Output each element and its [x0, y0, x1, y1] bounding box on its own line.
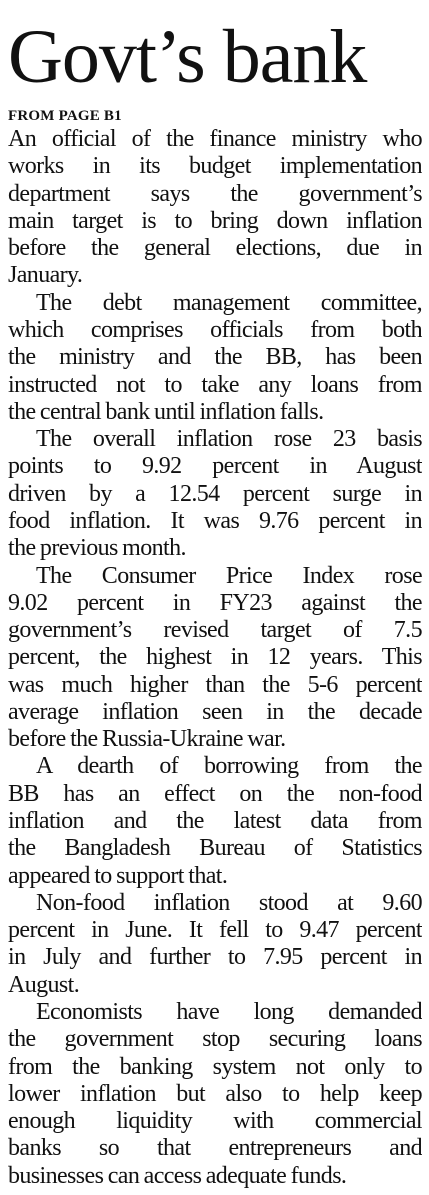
text-line: main target is to bring down inflation: [8, 207, 422, 234]
text-line: The Consumer Price Index rose: [36, 562, 422, 589]
text-line: instructed not to take any loans from: [8, 371, 422, 398]
text-line: The overall inflation rose 23 basis: [36, 426, 422, 453]
text-line: An official of the finance ministry who: [8, 126, 422, 152]
paragraph: Non-food inflation stood at 9.60 percent …: [8, 890, 422, 999]
text-line: the government stop securing loans: [8, 1026, 422, 1053]
text-line: the Bangladesh Bureau of Statistics: [8, 835, 422, 862]
text-line: appeared to support that.: [8, 862, 228, 889]
text-line: the ministry and the BB, has been: [8, 344, 422, 371]
text-line: before the Russia-Ukraine war.: [8, 726, 286, 753]
text-line: which comprises officials from both: [8, 316, 422, 343]
text-line: works in its budget implementation: [8, 153, 422, 180]
text-line: food inflation. It was 9.76 percent in: [8, 507, 422, 534]
headline: Govt’s bank: [8, 15, 367, 99]
text-line: average inflation seen in the decade: [8, 698, 422, 725]
text-line: the central bank until inflation falls.: [8, 398, 324, 425]
paragraph: An official of the finance ministry who w…: [8, 126, 422, 290]
text-line: inflation and the latest data from: [8, 808, 422, 835]
paragraph: The debt management committee, which comp…: [8, 290, 422, 426]
text-line: percent, the highest in 12 years. This: [8, 644, 422, 671]
text-line: from the banking system not only to: [8, 1053, 422, 1080]
text-line: was much higher than the 5-6 percent: [8, 671, 422, 698]
text-line: August.: [8, 971, 80, 998]
article-body: An official of the finance ministry who w…: [8, 126, 422, 1190]
text-line: banks so that entrepreneurs and: [8, 1135, 422, 1162]
text-line: in July and further to 7.95 percent in: [8, 944, 422, 971]
text-line: percent in June. It fell to 9.47 percent: [8, 917, 422, 944]
kicker: FROM PAGE B1: [8, 108, 122, 124]
text-line: lower inflation but also to help keep: [8, 1080, 422, 1107]
text-line: Non-food inflation stood at 9.60: [36, 889, 422, 916]
text-line: department says the government’s: [8, 180, 422, 207]
text-line: businesses can access adequate funds.: [8, 1162, 347, 1189]
text-line: driven by a 12.54 percent surge in: [8, 480, 422, 507]
paragraph: The Consumer Price Index rose 9.02 percen…: [8, 563, 422, 754]
text-line: A dearth of borrowing from the: [36, 753, 422, 780]
text-line: January.: [8, 262, 83, 289]
text-line: points to 9.92 percent in August: [8, 453, 422, 480]
paragraph: Economists have long demanded the governm…: [8, 999, 422, 1190]
text-line: the previous month.: [8, 535, 187, 562]
text-line: The debt management committee,: [36, 289, 422, 316]
text-line: BB has an effect on the non-food: [8, 780, 422, 807]
text-line: enough liquidity with commercial: [8, 1108, 422, 1135]
paragraph: A dearth of borrowing from the BB has an …: [8, 753, 422, 889]
text-line: government’s revised target of 7.5: [8, 617, 422, 644]
text-line: before the general elections, due in: [8, 235, 422, 262]
text-line: Economists have long demanded: [36, 999, 422, 1025]
text-line: 9.02 percent in FY23 against the: [8, 589, 422, 616]
paragraph: The overall inflation rose 23 basis point…: [8, 426, 422, 562]
